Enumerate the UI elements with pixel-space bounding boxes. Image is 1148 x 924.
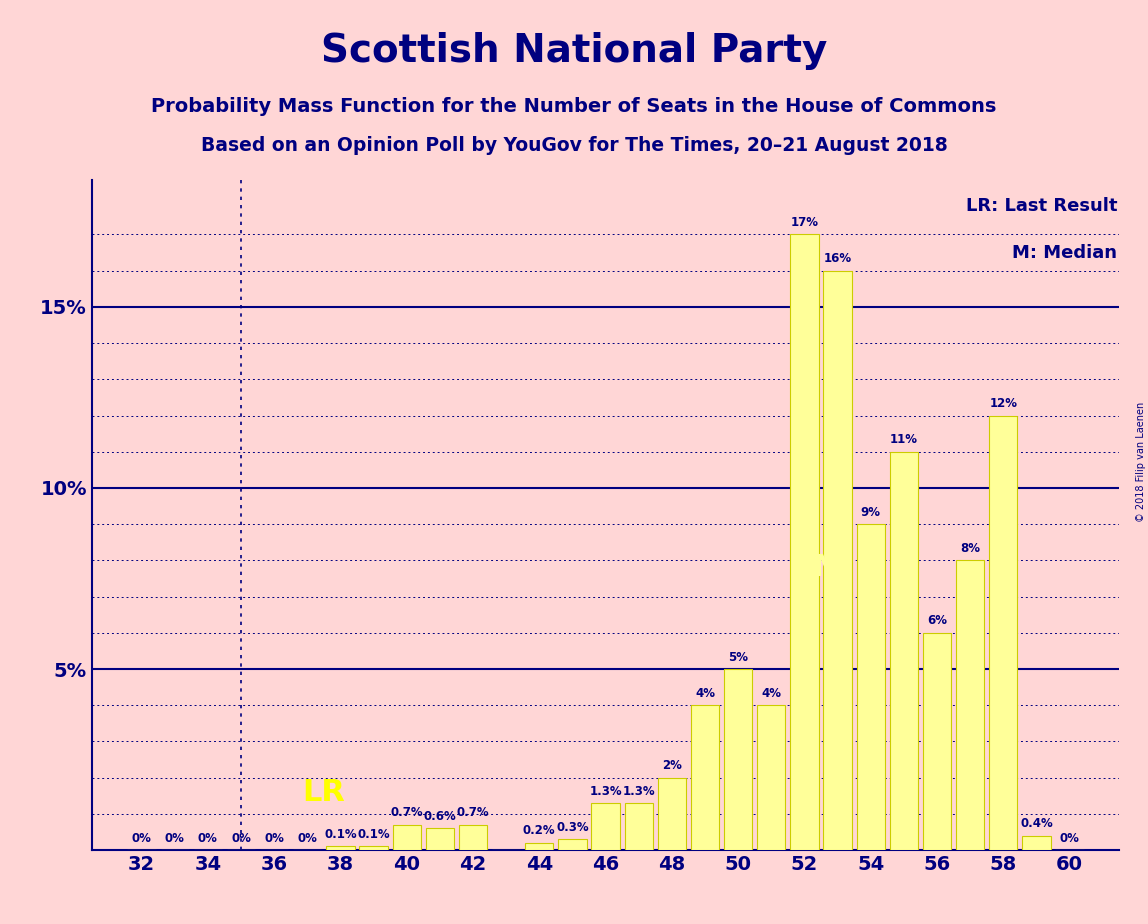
Bar xyxy=(956,560,984,850)
Bar xyxy=(326,846,355,850)
Text: 12%: 12% xyxy=(990,397,1017,410)
Text: 8%: 8% xyxy=(960,542,980,555)
Bar xyxy=(459,825,487,850)
Text: 0.2%: 0.2% xyxy=(523,824,556,837)
Text: 0%: 0% xyxy=(165,832,185,845)
Bar xyxy=(426,828,453,850)
Text: 0.6%: 0.6% xyxy=(424,810,456,823)
Bar xyxy=(359,846,388,850)
Bar xyxy=(758,705,785,850)
Bar xyxy=(1023,835,1050,850)
Text: 1.3%: 1.3% xyxy=(589,784,622,797)
Text: 0%: 0% xyxy=(132,832,152,845)
Text: © 2018 Filip van Laenen: © 2018 Filip van Laenen xyxy=(1135,402,1146,522)
Text: M: M xyxy=(813,553,843,582)
Text: 0.1%: 0.1% xyxy=(357,828,390,841)
Text: 0%: 0% xyxy=(197,832,218,845)
Text: 4%: 4% xyxy=(761,687,782,699)
Text: Probability Mass Function for the Number of Seats in the House of Commons: Probability Mass Function for the Number… xyxy=(152,97,996,116)
Bar xyxy=(923,633,951,850)
Text: 0.3%: 0.3% xyxy=(556,821,589,833)
Text: M: Median: M: Median xyxy=(1013,244,1117,261)
Text: 6%: 6% xyxy=(926,614,947,627)
Bar xyxy=(625,803,653,850)
Text: 0.4%: 0.4% xyxy=(1021,817,1053,830)
Bar xyxy=(856,524,885,850)
Text: 0.7%: 0.7% xyxy=(457,807,489,820)
Text: 17%: 17% xyxy=(791,216,819,229)
Bar xyxy=(658,778,687,850)
Bar xyxy=(591,803,620,850)
Text: 16%: 16% xyxy=(823,252,852,265)
Bar xyxy=(393,825,421,850)
Text: 0.1%: 0.1% xyxy=(324,828,357,841)
Text: 0%: 0% xyxy=(297,832,317,845)
Text: Based on an Opinion Poll by YouGov for The Times, 20–21 August 2018: Based on an Opinion Poll by YouGov for T… xyxy=(201,136,947,155)
Text: 4%: 4% xyxy=(695,687,715,699)
Text: 0%: 0% xyxy=(264,832,284,845)
Text: 0%: 0% xyxy=(231,832,251,845)
Text: Scottish National Party: Scottish National Party xyxy=(320,32,828,70)
Text: 11%: 11% xyxy=(890,433,918,446)
Bar xyxy=(724,669,752,850)
Bar xyxy=(691,705,719,850)
Bar xyxy=(823,271,852,850)
Bar xyxy=(525,843,553,850)
Text: 2%: 2% xyxy=(662,760,682,772)
Bar xyxy=(990,416,1017,850)
Bar xyxy=(790,235,819,850)
Text: 1.3%: 1.3% xyxy=(622,784,656,797)
Text: 0%: 0% xyxy=(1060,832,1079,845)
Bar xyxy=(890,452,918,850)
Text: LR: LR xyxy=(302,778,346,807)
Text: 9%: 9% xyxy=(861,505,881,518)
Text: 0.7%: 0.7% xyxy=(390,807,422,820)
Text: LR: Last Result: LR: Last Result xyxy=(965,197,1117,215)
Text: 5%: 5% xyxy=(728,650,748,663)
Bar xyxy=(558,839,587,850)
